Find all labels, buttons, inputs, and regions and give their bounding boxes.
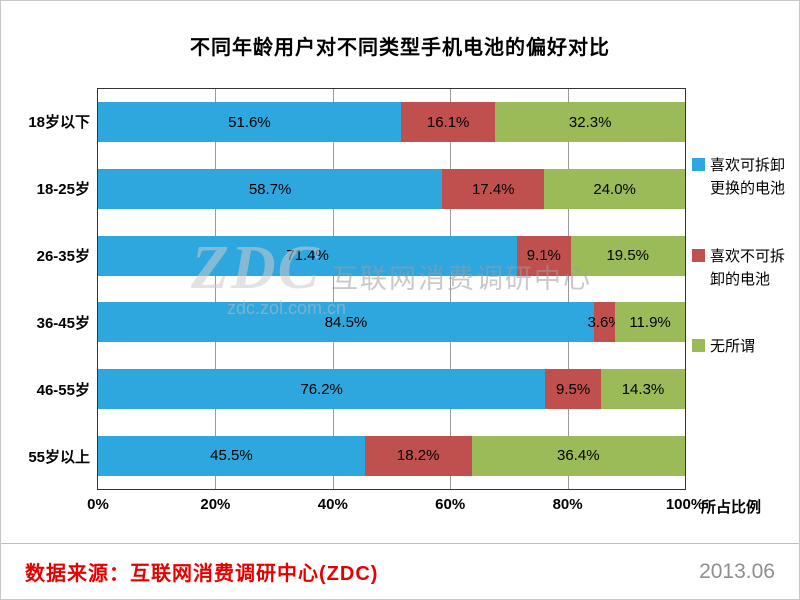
bar-value-label: 24.0% <box>593 180 636 198</box>
bar-segment: 14.3% <box>601 369 685 410</box>
bar-row: 58.7% 17.4% 24.0% <box>98 156 685 223</box>
bar-segment: 16.1% <box>400 102 496 143</box>
stacked-bar: 71.4% 9.1% 19.5% <box>98 235 685 276</box>
stacked-bar: 58.7% 17.4% 24.0% <box>98 169 685 209</box>
category-label: 55岁以上 <box>28 449 90 466</box>
bar-segment: 19.5% <box>570 235 685 276</box>
bar-row: 51.6% 16.1% 32.3% <box>98 89 685 156</box>
bar-segment: 24.0% <box>544 169 685 209</box>
bar-value-label: 32.3% <box>568 113 612 131</box>
category-label: 46-55岁 <box>36 382 90 399</box>
bar-value-label: 17.4% <box>471 180 515 198</box>
legend: 喜欢可拆卸更换的电池 喜欢不可拆卸的电池无所谓 <box>686 88 794 490</box>
bar-segment: 32.3% <box>495 102 685 143</box>
bar-segment: 17.4% <box>442 169 545 209</box>
bar-segment: 71.4% <box>98 235 518 276</box>
bar-segment: 18.2% <box>364 435 472 476</box>
legend-item: 喜欢可拆卸更换的电池 <box>692 154 794 201</box>
legend-item: 喜欢不可拆卸的电池 <box>692 245 794 292</box>
x-axis: 所占比例 0% 20% 40% 60% 80% 100% <box>87 494 761 520</box>
gridline <box>332 89 334 489</box>
chart: 18岁以下 18-25岁 26-35岁 36-45岁 46-55岁 55岁以上 51.6%… <box>9 88 799 490</box>
category-label: 36-45岁 <box>36 315 90 332</box>
bars: 51.6% 16.1% 32.3% 58.7% 17.4% 24.0% 71.4% 9.1% 1… <box>98 89 685 489</box>
bar-row: 76.2% 9.5% 14.3% <box>98 356 685 423</box>
bar-row: 45.5% 18.2% 36.4% <box>98 422 685 489</box>
bar-value-label: 14.3% <box>621 380 665 398</box>
legend-label: 无所谓 <box>710 338 756 355</box>
bar-value-label: 9.1% <box>526 247 561 265</box>
bar-value-label: 36.4% <box>557 447 600 465</box>
bar-value-label: 11.9% <box>629 313 671 331</box>
bar-segment: 58.7% <box>98 169 443 209</box>
bar-value-label: 76.2% <box>300 380 343 398</box>
data-source: 数据来源：互联网消费调研中心(ZDC) <box>25 563 379 585</box>
legend-swatch <box>692 339 705 352</box>
bar-row: 84.5% 3.6% 11.9% <box>98 289 685 356</box>
x-tick: 20% <box>200 496 231 513</box>
category-label: 18岁以下 <box>28 114 90 131</box>
x-tick: 80% <box>552 496 583 513</box>
x-tick: 100% <box>665 496 705 513</box>
stacked-bar: 76.2% 9.5% 14.3% <box>98 369 685 410</box>
bar-value-label: 45.5% <box>210 447 253 465</box>
bar-value-label: 58.7% <box>248 180 292 198</box>
bar-value-label: 16.1% <box>426 113 470 131</box>
bar-value-label: 9.5% <box>556 380 591 398</box>
legend-swatch <box>692 248 705 262</box>
bar-segment: 36.4% <box>471 435 685 476</box>
x-tick: 0% <box>87 496 109 513</box>
bar-value-label: 3.6% <box>587 313 622 331</box>
bar-segment: 84.5% <box>98 302 594 343</box>
stacked-bar: 45.5% 18.2% 36.4% <box>98 435 685 476</box>
legend-label: 喜欢不可拆卸的电池 <box>710 247 786 288</box>
bar-value-label: 51.6% <box>228 113 271 131</box>
gridline <box>567 89 569 489</box>
bar-value-label: 19.5% <box>606 247 650 265</box>
bar-segment: 9.1% <box>517 235 571 276</box>
gridline <box>450 89 452 489</box>
legend-label: 喜欢可拆卸更换的电池 <box>710 157 786 198</box>
legend-swatch <box>692 158 705 171</box>
chart-title: 不同年龄用户对不同类型手机电池的偏好对比 <box>190 37 610 59</box>
bar-segment: 51.6% <box>98 102 401 143</box>
category-label: 26-35岁 <box>36 248 90 265</box>
category-label: 18-25岁 <box>36 181 90 198</box>
category-axis: 18岁以下 18-25岁 26-35岁 36-45岁 46-55岁 55岁以上 <box>9 88 97 490</box>
bar-value-label: 18.2% <box>396 447 440 465</box>
bar-segment: 9.5% <box>545 369 602 410</box>
bar-segment: 11.9% <box>615 302 685 343</box>
legend-item: 无所谓 <box>692 335 794 358</box>
footer: 数据来源：互联网消费调研中心(ZDC) 2013.06 <box>1 543 799 599</box>
bar-row: 71.4% 9.1% 19.5% <box>98 222 685 289</box>
stacked-bar: 51.6% 16.1% 32.3% <box>98 102 685 143</box>
x-tick: 60% <box>435 496 466 513</box>
bar-value-label: 84.5% <box>324 313 368 331</box>
bar-segment: 3.6% <box>587 302 622 343</box>
gridline <box>215 89 217 489</box>
stacked-bar: 84.5% 3.6% 11.9% <box>98 302 685 343</box>
x-tick: 40% <box>317 496 348 513</box>
bar-value-label: 71.4% <box>286 247 329 265</box>
bar-segment: 45.5% <box>98 435 365 476</box>
report-date: 2013.06 <box>699 559 775 583</box>
x-axis-label: 所占比例 <box>701 499 762 516</box>
plot-area: 51.6% 16.1% 32.3% 58.7% 17.4% 24.0% 71.4% 9.1% 1… <box>97 88 686 490</box>
bar-segment: 76.2% <box>98 369 546 410</box>
